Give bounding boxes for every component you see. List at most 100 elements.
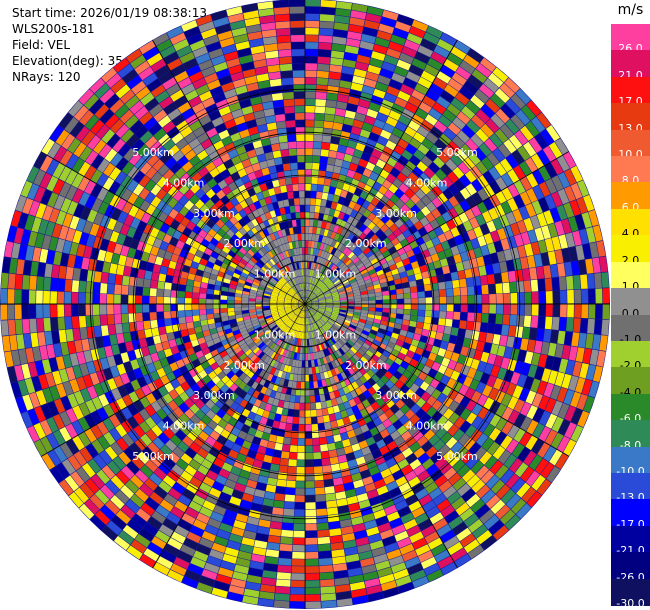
ppi-gate: [225, 220, 234, 229]
ppi-gate: [316, 373, 322, 381]
ppi-gate: [538, 165, 551, 182]
ppi-gate: [76, 244, 86, 257]
ppi-gate: [332, 311, 339, 315]
ppi-gate: [144, 328, 153, 338]
ppi-gate: [160, 550, 177, 563]
ppi-gate: [155, 90, 170, 104]
ppi-gate: [326, 280, 333, 287]
ppi-gate: [355, 221, 363, 230]
ppi-gate: [419, 424, 430, 436]
ppi-gate: [291, 287, 296, 294]
ppi-gate: [144, 192, 156, 204]
ppi-gate: [331, 326, 338, 333]
ppi-gate: [327, 330, 334, 337]
ppi-gate: [291, 305, 299, 307]
ppi-gate: [350, 266, 358, 273]
ppi-gate: [361, 33, 376, 44]
ppi-gate: [434, 139, 447, 151]
ppi-gate: [351, 334, 359, 342]
ppi-gate: [285, 319, 291, 325]
ppi-gate: [195, 409, 206, 420]
ppi-gate: [270, 298, 277, 301]
ppi-gate: [84, 413, 97, 428]
ppi-gate: [287, 351, 293, 359]
ppi-gate: [306, 290, 309, 298]
ppi-gate: [134, 60, 150, 75]
ppi-gate: [335, 584, 351, 593]
ppi-gate: [336, 340, 343, 348]
ppi-gate: [384, 408, 394, 419]
ppi-gate: [152, 335, 162, 345]
ppi-gate: [277, 230, 283, 238]
ppi-gate: [464, 170, 477, 183]
ppi-gate: [470, 238, 480, 249]
ppi-gate: [585, 258, 594, 274]
ppi-gate: [111, 253, 120, 265]
ppi-gate: [551, 175, 564, 191]
ppi-gate: [67, 393, 79, 408]
ppi-gate: [222, 233, 232, 242]
ppi-gate: [270, 225, 277, 233]
ppi-gate: [220, 312, 228, 318]
ppi-gate: [385, 241, 394, 250]
ppi-gate: [83, 245, 93, 259]
ppi-gate: [251, 266, 259, 274]
ppi-gate: [363, 78, 377, 88]
ppi-gate: [295, 293, 301, 299]
ppi-gate: [109, 428, 122, 442]
ppi-gate: [271, 324, 278, 331]
ppi-gate: [257, 288, 265, 293]
ppi-gate: [113, 220, 124, 233]
ppi-gate: [224, 547, 239, 557]
ppi-gate: [162, 518, 178, 531]
ppi-gate: [330, 289, 338, 294]
ppi-gate: [31, 217, 42, 233]
ppi-gate: [252, 436, 262, 446]
ppi-gate: [349, 356, 357, 365]
ppi-gate: [454, 235, 464, 246]
ppi-gate: [253, 337, 261, 344]
ppi-gate: [240, 272, 249, 278]
ppi-gate: [314, 120, 324, 128]
ppi-gate: [206, 555, 222, 567]
ppi-gate: [43, 277, 51, 291]
ppi-gate: [15, 274, 23, 290]
ppi-gate: [142, 304, 150, 313]
ppi-gate: [475, 304, 482, 313]
ppi-gate: [130, 539, 147, 554]
ppi-gate: [204, 352, 213, 361]
ppi-gate: [240, 342, 248, 350]
ppi-gate: [236, 250, 245, 259]
ppi-gate: [169, 162, 182, 174]
ppi-gate: [305, 325, 307, 332]
ppi-gate: [424, 114, 438, 126]
ppi-gate: [321, 266, 326, 274]
ppi-gate: [376, 30, 392, 41]
ppi-gate: [183, 538, 199, 550]
ppi-gate: [450, 370, 461, 381]
ppi-gate: [65, 266, 74, 280]
ppi-gate: [275, 329, 282, 336]
ppi-gate: [64, 279, 73, 292]
ppi-gate: [284, 301, 291, 304]
ppi-gate: [36, 276, 44, 291]
ppi-gate: [538, 395, 550, 410]
ppi-gate: [318, 49, 332, 58]
ppi-gate: [275, 435, 284, 444]
ppi-gate: [502, 314, 510, 325]
ppi-gate: [279, 207, 286, 215]
ppi-gate: [506, 382, 517, 396]
ppi-gate: [293, 530, 305, 538]
ppi-gate: [334, 258, 341, 266]
ppi-gate: [262, 236, 270, 245]
ppi-gate: [503, 293, 511, 304]
ppi-gate: [404, 39, 420, 52]
ppi-gate: [324, 114, 335, 122]
ppi-gate: [351, 283, 359, 289]
ppi-gate: [151, 171, 163, 184]
ppi-gate: [285, 423, 293, 431]
ppi-gate: [487, 441, 500, 456]
ppi-gate: [191, 102, 205, 114]
ppi-gate: [351, 319, 359, 324]
ppi-gate: [330, 201, 338, 210]
